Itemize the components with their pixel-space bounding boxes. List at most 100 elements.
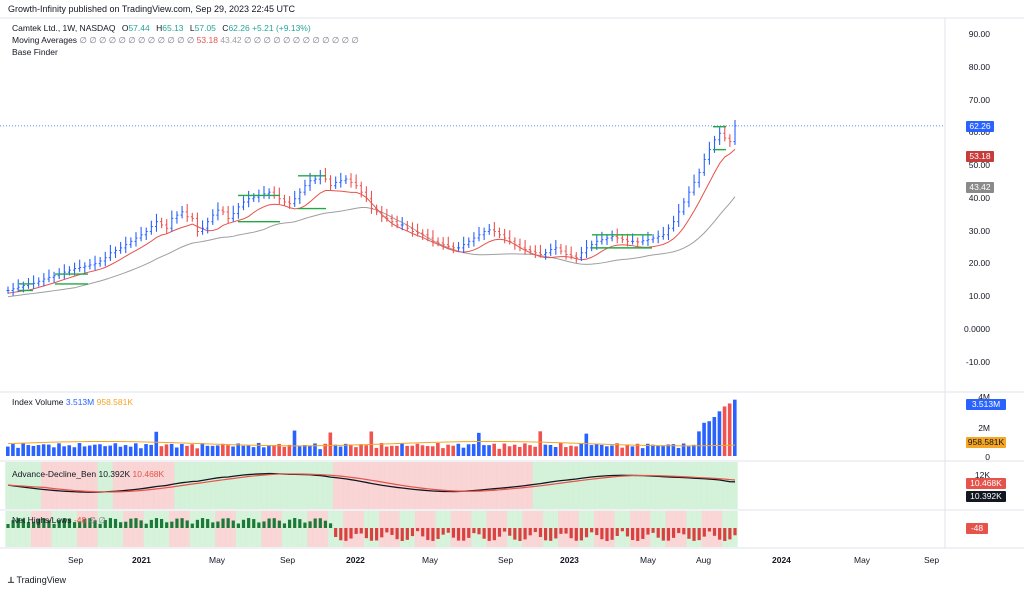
nhl-bar: [339, 528, 343, 541]
volume-bar: [205, 445, 210, 456]
volume-bar: [425, 446, 430, 456]
nhl-background: [199, 511, 206, 547]
nhl-legend[interactable]: Net Highs/Lows -48 ∅ ∅: [12, 515, 106, 526]
volume-bar: [697, 431, 701, 456]
time-axis-label: Sep: [68, 555, 84, 565]
nhl-background: [235, 511, 242, 547]
adl-background: [486, 462, 492, 509]
ma-legend[interactable]: Moving Averages ∅ ∅ ∅ ∅ ∅ ∅ ∅ ∅ ∅ ∅ ∅ ∅ …: [12, 35, 359, 46]
volume-bar: [215, 445, 220, 456]
nhl-background: [158, 511, 165, 547]
adl-background: [36, 462, 42, 509]
adl-background: [455, 462, 462, 509]
volume-bar: [584, 433, 589, 456]
volume-bar: [31, 445, 36, 456]
nhl-background: [82, 511, 88, 547]
volume-bar: [625, 444, 630, 456]
volume-bar: [302, 445, 307, 456]
adl-background: [563, 462, 569, 509]
adl-background: [655, 462, 661, 509]
nhl-bar: [677, 528, 681, 534]
volume-bar: [67, 445, 72, 456]
nhl-bar: [252, 519, 256, 528]
time-axis-label: Aug: [696, 555, 712, 565]
volume-bar: [159, 446, 164, 456]
volume-bar: [267, 445, 271, 456]
adl-background: [614, 462, 620, 509]
nhl-bar: [385, 528, 389, 533]
volume-bar: [692, 444, 696, 456]
adl-background: [558, 462, 564, 509]
nhl-bar: [62, 518, 66, 528]
adl-background: [532, 462, 539, 509]
nhl-bar: [723, 528, 727, 541]
adl-background: [645, 462, 651, 509]
volume-legend[interactable]: Index Volume 3.513M 958.581K: [12, 397, 133, 407]
nhl-bar: [380, 528, 384, 538]
volume-bar: [323, 443, 328, 456]
volume-bar: [261, 447, 266, 456]
volume-bar: [374, 447, 379, 456]
nhl-background: [71, 511, 78, 547]
nhl-bar: [431, 528, 435, 541]
volume-bar: [441, 448, 445, 456]
high-value: 65.13: [162, 23, 184, 33]
volume-bar: [272, 445, 276, 456]
nhl-background: [184, 511, 190, 547]
volume-bar: [615, 443, 619, 456]
nhl-bar: [549, 528, 553, 541]
volume-bar: [528, 445, 532, 456]
nhl-bar: [119, 522, 123, 528]
nhl-bar: [52, 523, 56, 528]
nhl-bar: [554, 528, 558, 539]
nhl-bar: [334, 528, 338, 537]
nhl-bar: [543, 528, 548, 541]
adl-legend[interactable]: Advance-Decline_Ben 10.392K 10.468K: [12, 469, 164, 479]
nhl-background: [36, 511, 42, 547]
volume-bar: [72, 447, 77, 456]
adl-background: [553, 462, 559, 509]
volume-bar: [681, 443, 686, 456]
nhl-value: -48: [73, 515, 87, 525]
symbol-legend[interactable]: Camtek Ltd., 1W, NASDAQ O57.44 H65.13 L5…: [12, 23, 311, 33]
volume-bar: [707, 421, 712, 456]
volume-bar: [364, 445, 368, 456]
nhl-tag: -48: [966, 523, 988, 534]
volume-bar: [46, 444, 51, 456]
close-label: C: [222, 23, 229, 33]
tradingview-logo[interactable]: ⟂ TradingView: [8, 575, 66, 586]
nhl-bar: [436, 528, 440, 539]
nhl-background: [317, 511, 324, 547]
volume-bar: [420, 445, 425, 456]
nhl-bar: [78, 521, 82, 528]
nhl-background: [297, 511, 303, 547]
volume-bar: [11, 444, 15, 456]
adl-background: [445, 462, 451, 509]
adl-background: [727, 462, 733, 509]
volume-bar: [349, 444, 353, 456]
nhl-bar: [26, 521, 31, 528]
open-value: 57.44: [128, 23, 150, 33]
nhl-bar: [707, 528, 712, 532]
nhl-bar: [497, 528, 502, 537]
adl-background: [292, 462, 298, 509]
nhl-bar: [134, 518, 138, 528]
price-axis-tick: 20.00: [968, 258, 990, 269]
nhl-background: [61, 511, 68, 547]
nhl-background: [97, 511, 103, 547]
adl-background: [286, 462, 293, 509]
adl-background: [640, 462, 646, 509]
nhl-bar: [185, 520, 189, 528]
nhl-background: [30, 511, 37, 547]
volume-bar: [579, 443, 584, 456]
nhl-background: [143, 511, 149, 547]
adl-avg-tag: 10.468K: [966, 478, 1006, 489]
nhl-background: [194, 511, 201, 547]
base-finder-legend[interactable]: Base Finder: [12, 47, 58, 57]
adl-axis-tick: 12K: [974, 470, 990, 480]
volume-bar: [57, 443, 61, 456]
nhl-bar: [462, 528, 466, 541]
nhl-background: [261, 511, 267, 547]
nhl-background: [271, 511, 277, 547]
